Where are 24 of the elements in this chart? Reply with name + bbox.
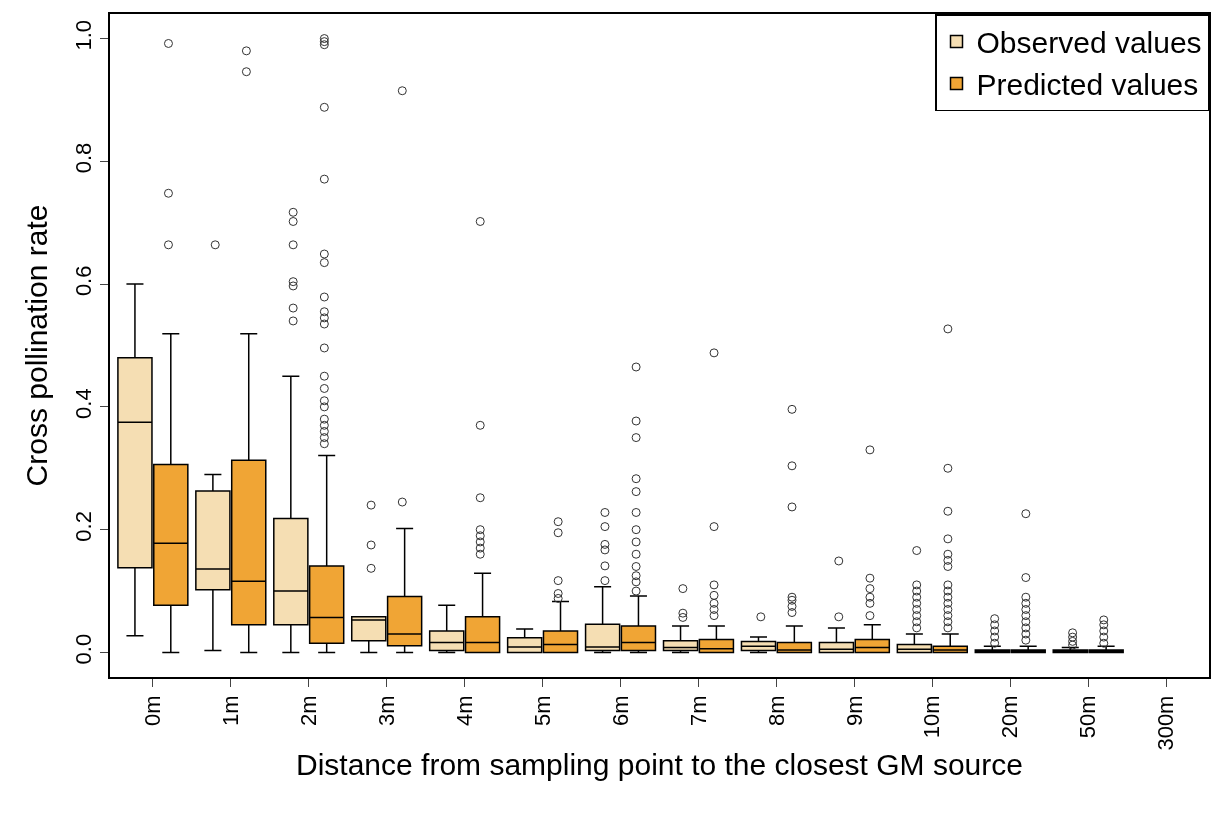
x-tick-label: 3m (373, 695, 399, 727)
y-tick-label: 0.8 (71, 142, 97, 174)
y-tick-label: 0.4 (71, 388, 97, 419)
x-tick-label: 9m (841, 695, 867, 727)
x-tick-label: 6m (607, 695, 633, 727)
x-tick-label: 10m (919, 695, 945, 739)
x-tick-label: 4m (451, 695, 477, 727)
x-tick-label: 5m (529, 695, 555, 727)
y-tick-label: 0.6 (71, 265, 97, 297)
x-tick-label: 50m (1075, 695, 1101, 739)
y-tick-label: 0.0 (71, 633, 97, 665)
x-tick-label: 300m (1153, 695, 1179, 751)
y-axis-title: Cross pollination rate (19, 204, 53, 487)
legend-label: Observed values (976, 26, 1202, 60)
x-tick-label: 20m (997, 695, 1023, 739)
x-axis-title: Distance from sampling point to the closest GM source (296, 747, 1023, 781)
x-tick-label: 7m (685, 695, 711, 727)
x-tick-label: 0m (140, 695, 166, 727)
legend-label: Predicted values (976, 68, 1199, 102)
x-tick-label: 1m (217, 695, 243, 727)
y-tick-label: 1.0 (71, 19, 97, 51)
y-tick-label: 0.2 (71, 511, 97, 542)
x-tick-label: 8m (763, 695, 789, 727)
x-tick-label: 2m (295, 695, 321, 727)
